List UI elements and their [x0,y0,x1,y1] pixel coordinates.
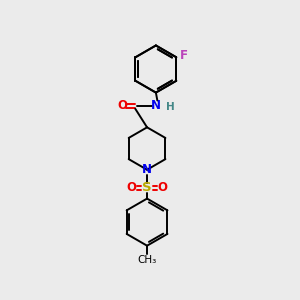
Text: O: O [158,182,167,194]
Text: H: H [166,102,175,112]
Text: F: F [180,49,188,62]
Text: CH₃: CH₃ [137,255,157,265]
Text: S: S [142,182,152,194]
Text: N: N [142,163,152,176]
Text: O: O [127,182,137,194]
Text: O: O [117,99,127,112]
Text: N: N [151,99,161,112]
